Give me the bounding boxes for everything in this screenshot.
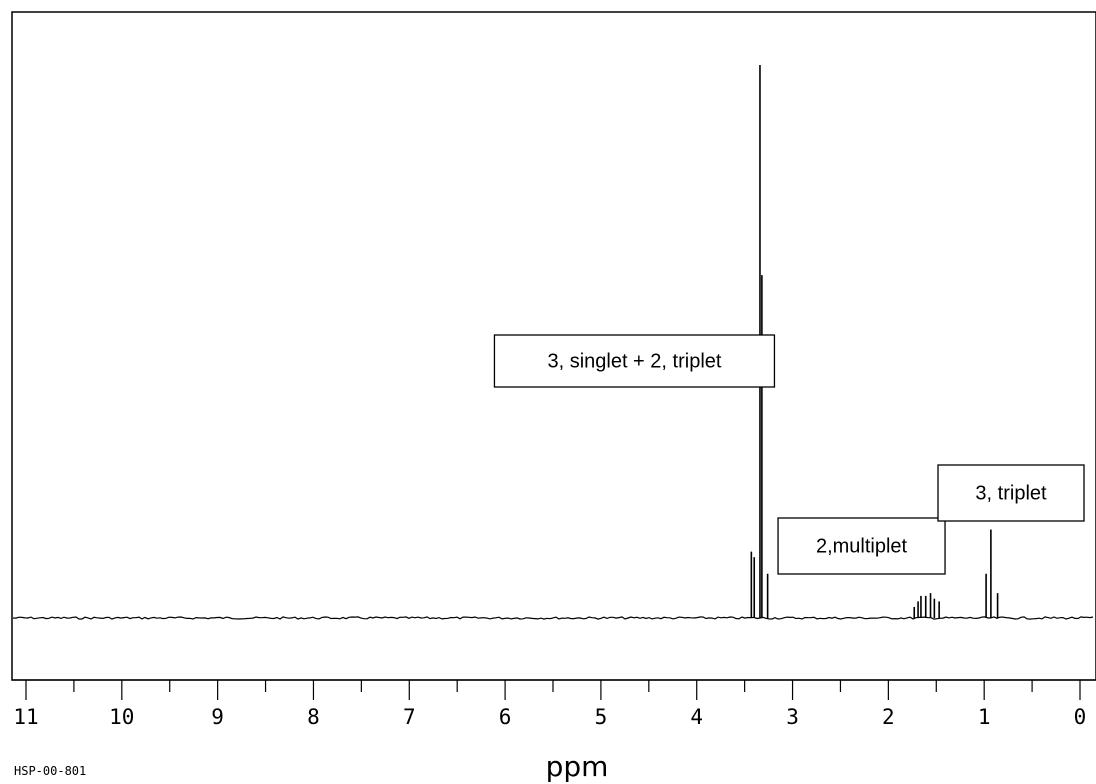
annotation-box: [777, 517, 946, 575]
x-axis-ticks: [25, 680, 1081, 700]
annotation-2: 3, triplet: [937, 464, 1085, 522]
x-tick-label: 0: [1074, 705, 1087, 729]
x-tick-label: 6: [499, 705, 512, 729]
x-axis-label: ppm: [546, 750, 609, 783]
annotation-0: 3, singlet + 2, triplet: [493, 334, 776, 388]
spectrum-code: HSP-00-801: [14, 764, 86, 778]
x-tick-label: 7: [403, 705, 416, 729]
annotation-text: 2,multiplet: [816, 535, 908, 557]
annotation-text: 3, singlet + 2, triplet: [547, 350, 721, 372]
annotation-text: 3, triplet: [975, 482, 1047, 504]
annotation-box: [493, 334, 776, 388]
x-tick-label: 1: [978, 705, 991, 729]
x-tick-label: 10: [109, 705, 134, 729]
x-tick-label: 9: [211, 705, 224, 729]
x-tick-label: 5: [595, 705, 608, 729]
x-tick-label: 8: [307, 705, 320, 729]
spectrum-baseline: [12, 616, 1094, 620]
annotation-1: 2,multiplet: [777, 517, 946, 575]
x-tick-label: 2: [882, 705, 895, 729]
x-tick-label: 3: [786, 705, 799, 729]
x-axis-tick-labels: 11 10 9 8 7 6 5 4 3 2 1 0: [13, 705, 1086, 729]
x-tick-label: 4: [690, 705, 703, 729]
x-tick-label: 11: [13, 705, 38, 729]
peak-annotations: 3, singlet + 2, triplet 2,multiplet 3, tri…: [493, 334, 1085, 575]
annotation-box: [937, 464, 1085, 522]
